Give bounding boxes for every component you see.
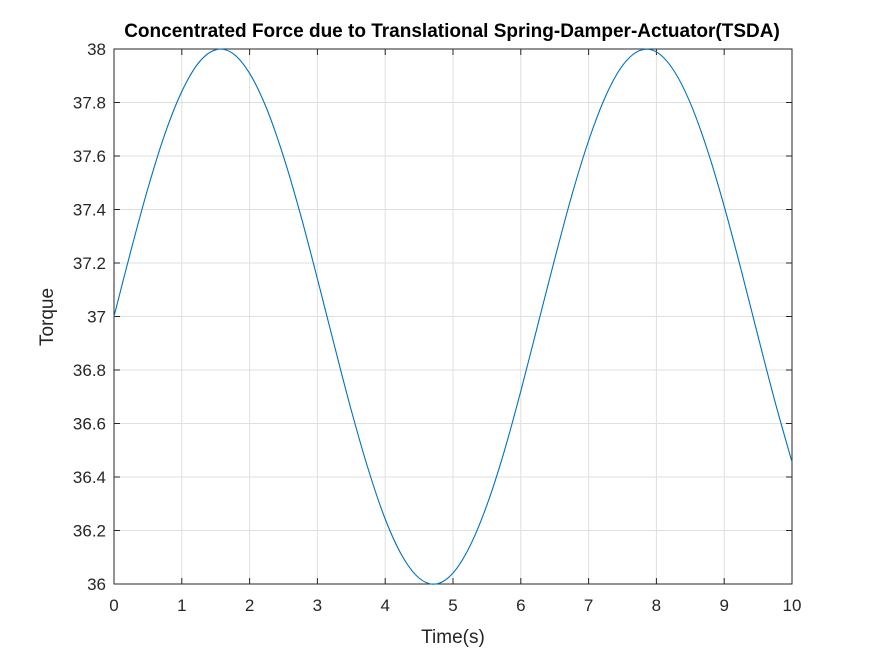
x-tick-label: 5 — [448, 596, 457, 615]
y-tick-label: 37.4 — [73, 201, 106, 220]
x-tick-label: 8 — [652, 596, 661, 615]
x-axis-label: Time(s) — [421, 627, 485, 648]
y-tick-labels: 36 36.2 36.4 36.6 36.8 37 37.2 37.4 37.6 37.8 38 — [73, 40, 106, 594]
x-tick-labels: 0 1 2 3 4 5 6 7 8 9 10 — [109, 596, 801, 615]
y-tick-label: 37 — [87, 308, 106, 327]
y-tick-label: 36.2 — [73, 522, 106, 541]
chart-title: Concentrated Force due to Translational … — [124, 21, 780, 42]
series-line-0 — [113, 48, 793, 585]
x-tick-label: 2 — [245, 596, 254, 615]
grid — [113, 48, 793, 585]
x-tick-label: 1 — [177, 596, 186, 615]
y-tick-label: 36.4 — [73, 468, 106, 487]
y-axis-label: Torque — [37, 288, 58, 346]
x-tick-label: 0 — [109, 596, 118, 615]
x-tick-label: 3 — [313, 596, 322, 615]
x-tick-label: 9 — [719, 596, 728, 615]
y-tick-label: 36.6 — [73, 415, 106, 434]
y-tick-label: 37.2 — [73, 254, 106, 273]
y-tick-label: 37.6 — [73, 147, 106, 166]
y-tick-label: 36.8 — [73, 361, 106, 380]
series-group — [113, 48, 793, 585]
x-tick-label: 4 — [380, 596, 389, 615]
x-tick-label: 10 — [783, 596, 802, 615]
y-tick-label: 37.8 — [73, 94, 106, 113]
x-tick-label: 6 — [516, 596, 525, 615]
y-tick-label: 36 — [87, 575, 106, 594]
x-tick-label: 7 — [584, 596, 593, 615]
y-tick-label: 38 — [87, 40, 106, 59]
